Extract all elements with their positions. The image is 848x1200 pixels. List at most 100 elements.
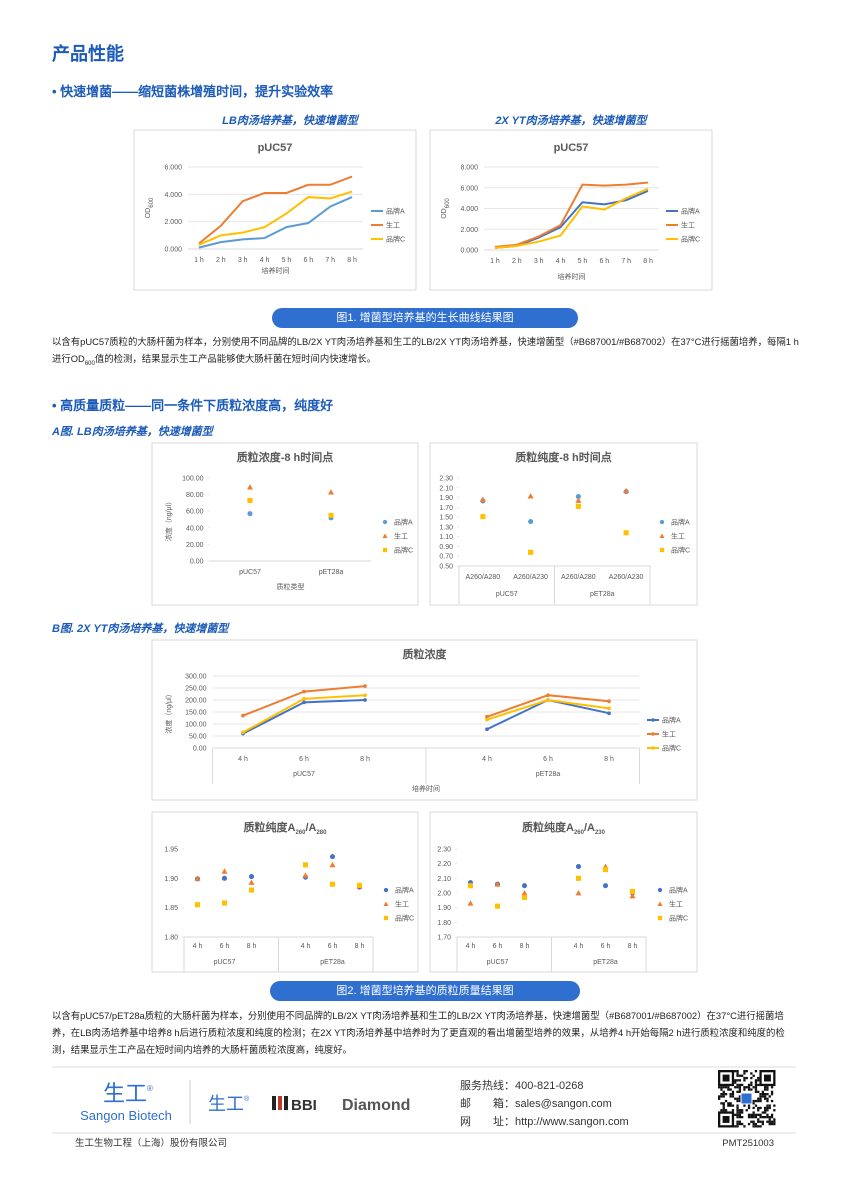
x-tick-label: pET28a <box>319 569 344 576</box>
qr-cell <box>750 1120 753 1123</box>
logo-en: Sangon Biotech <box>80 1108 172 1123</box>
qr-cell <box>773 1118 776 1121</box>
qr-cell <box>766 1106 769 1110</box>
qr-cell <box>752 1120 755 1123</box>
qr-cell <box>773 1109 776 1112</box>
contact: 服务热线：400-821-0268 <box>460 1077 584 1093</box>
x-tick-label: 2 h <box>216 257 226 264</box>
qr-cell <box>752 1074 755 1077</box>
qr-cell <box>736 1120 739 1123</box>
legend-label: 品牌C <box>669 914 688 923</box>
sub-heading: B图. 2X YT肉汤培养基，快速增菌型 <box>52 623 229 635</box>
qr-cell <box>754 1125 758 1128</box>
qr-cell <box>754 1099 758 1103</box>
qr-finder <box>764 1074 771 1082</box>
qr-cell <box>766 1093 769 1096</box>
marker <box>575 503 581 509</box>
legend-label: 品牌C <box>395 914 414 923</box>
y-tick-label: 100.00 <box>185 722 207 729</box>
qr-code <box>718 1070 776 1128</box>
x-tick-label: 2 h <box>512 258 522 265</box>
qr-cell <box>757 1125 760 1128</box>
qr-cell <box>718 1097 721 1100</box>
qr-cell <box>770 1099 774 1103</box>
qr-cell <box>766 1088 769 1091</box>
y-axis-title-part: 浓度（ng/μl） <box>164 498 173 541</box>
qr-cell <box>761 1095 764 1098</box>
qr-cell <box>759 1125 762 1128</box>
qr-cell <box>759 1097 762 1100</box>
y-tick-label: 1.90 <box>164 876 178 883</box>
y-tick-label: 2.10 <box>437 876 451 883</box>
qr-cell <box>736 1070 739 1073</box>
marker <box>629 888 636 895</box>
qr-cell <box>757 1090 760 1093</box>
y-tick-label: 1.90 <box>437 905 451 912</box>
qr-cell <box>729 1104 732 1107</box>
marker <box>623 530 629 536</box>
marker <box>657 901 663 906</box>
qr-cell <box>736 1122 739 1126</box>
qr-cell <box>752 1099 755 1103</box>
marker <box>248 879 255 885</box>
contact-label: 网 址： <box>460 1116 515 1128</box>
qr-cell <box>757 1076 760 1080</box>
qr-cell <box>764 1088 767 1091</box>
qr-cell <box>736 1106 739 1110</box>
x-axis-title: 质粒类型 <box>277 582 305 591</box>
legend-label: 品牌C <box>662 744 681 753</box>
marker <box>607 706 611 711</box>
y-tick-label: 150.00 <box>185 710 207 717</box>
chart-title: pUC57 <box>258 142 293 154</box>
chart-frame <box>133 129 417 291</box>
text: 值的检测，结果显示生工产品能够使大肠杆菌在短时间内快速增长。 <box>94 353 377 364</box>
bbi-icon <box>272 1096 288 1110</box>
x-tick-label: 8 h <box>604 756 614 763</box>
qr-cell <box>736 1079 739 1082</box>
qr-cell <box>731 1109 735 1112</box>
qr-cell <box>729 1088 732 1091</box>
qr-cell <box>738 1095 741 1098</box>
qr-cell <box>720 1095 723 1098</box>
y-axis-title: 浓度（ng/μl） <box>164 690 173 733</box>
legend-label: 品牌C <box>671 546 690 555</box>
qr-cell <box>754 1070 758 1073</box>
x-tick-label: 5 h <box>578 258 588 265</box>
qr-cell <box>720 1102 723 1105</box>
x-tick-label: 6 h <box>601 943 611 950</box>
qr-cell <box>747 1086 751 1089</box>
legend-label: 品牌A <box>662 716 681 725</box>
marker <box>302 872 309 878</box>
qr-cell <box>734 1113 737 1116</box>
x-tick-label: 1 h <box>490 258 500 265</box>
y-tick-label: 0.00 <box>193 746 207 753</box>
x-tick-label: 4 h <box>482 756 492 763</box>
y-axis-title: OD600 <box>441 198 451 219</box>
qr-cell <box>724 1099 728 1103</box>
x-tick-label: 8 h <box>355 943 365 950</box>
qr-cell <box>764 1109 767 1112</box>
marker <box>651 718 655 722</box>
marker <box>485 717 489 722</box>
chart-title-part: pUC57 <box>554 142 589 154</box>
qr-cell <box>743 1125 746 1128</box>
legend-label: 生工 <box>394 532 408 541</box>
y-tick-label: 60.00 <box>186 509 204 516</box>
qr-cell <box>722 1104 725 1107</box>
group-label: pUC57 <box>487 959 509 966</box>
marker <box>302 689 306 694</box>
legend-label: 生工 <box>395 900 409 909</box>
qr-cell <box>759 1120 762 1123</box>
qr-cell <box>770 1116 774 1119</box>
x-tick-label: 8 h <box>360 756 370 763</box>
qr-cell <box>761 1116 764 1119</box>
qr-cell <box>766 1109 769 1112</box>
qr-cell <box>734 1070 737 1073</box>
chart-title: 质粒纯度-8 h时间点 <box>515 450 612 464</box>
qr-cell <box>770 1122 774 1126</box>
qr-cell <box>768 1118 771 1121</box>
marker <box>329 881 336 887</box>
page-title: 产品性能 <box>52 44 124 64</box>
qr-cell <box>766 1086 769 1089</box>
